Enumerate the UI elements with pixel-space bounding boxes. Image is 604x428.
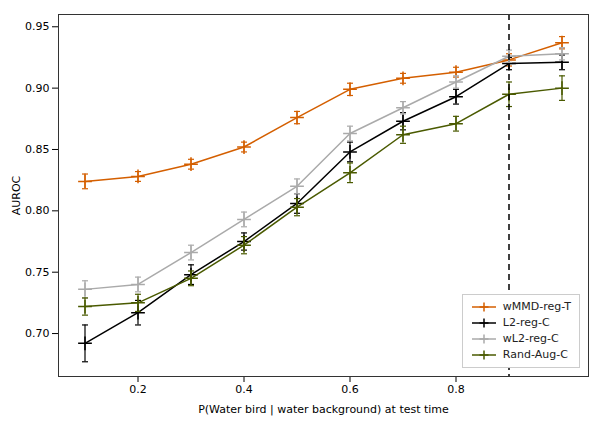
- svg-text:0.90: 0.90: [25, 82, 50, 95]
- svg-text:AUROC: AUROC: [10, 175, 23, 215]
- svg-text:0.80: 0.80: [25, 204, 50, 217]
- html-text:Rand-Aug-C: Rand-Aug-C: [502, 348, 568, 361]
- svg-text:0.95: 0.95: [25, 20, 50, 33]
- html-text:wMMD-reg-T: wMMD-reg-T: [502, 300, 571, 313]
- html-text:L2-reg-C: L2-reg-C: [502, 316, 550, 329]
- svg-text:0.70: 0.70: [25, 327, 50, 340]
- svg-text:P(Water bird | water backgroun: P(Water bird | water background) at test…: [198, 403, 449, 416]
- svg-text:0.6: 0.6: [341, 383, 359, 396]
- svg-text:0.2: 0.2: [129, 383, 147, 396]
- svg-text:0.75: 0.75: [25, 266, 50, 279]
- svg-text:0.4: 0.4: [235, 383, 253, 396]
- svg-text:0.85: 0.85: [25, 143, 50, 156]
- html-text:wL2-reg-C: wL2-reg-C: [502, 332, 559, 345]
- svg-text:0.8: 0.8: [447, 383, 465, 396]
